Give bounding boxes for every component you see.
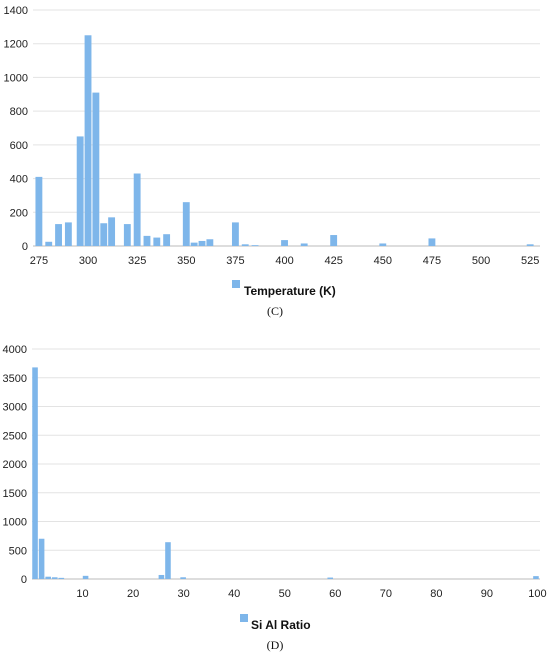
y-axis-ticks: 0 200 400 600 800 1000 1200 1400 [4,5,28,253]
y-tick-label: 4000 [3,344,27,356]
legend-swatch [240,614,248,622]
bars [35,35,534,247]
x-tick-label: 450 [374,255,392,267]
y-tick-label: 0 [22,241,28,253]
y-tick-label: 500 [9,545,27,557]
x-tick-label: 40 [228,588,240,600]
x-tick-label: 20 [127,588,139,600]
bar [123,224,131,246]
bar [428,238,436,246]
bar [64,222,72,246]
legend-swatch [232,280,240,288]
bar [330,235,338,246]
bar [32,367,38,579]
y-tick-label: 1000 [4,72,28,84]
x-tick-label: 30 [178,588,190,600]
x-tick-label: 400 [275,255,293,267]
bar [153,237,161,246]
bar [198,240,206,246]
x-tick-label: 350 [177,255,195,267]
x-tick-label: 100 [528,588,546,600]
legend-label: Si Al Ratio [251,618,311,632]
y-tick-label: 0 [21,574,27,586]
bar [133,173,141,246]
bar [251,245,259,246]
x-tick-label: 475 [423,255,441,267]
y-tick-label: 1000 [3,517,27,529]
bar [108,217,116,246]
bar [163,234,171,246]
x-tick-label: 500 [472,255,490,267]
x-axis-ticks: 10 20 30 40 50 60 70 80 90 100 [76,588,546,600]
bar [100,223,108,246]
x-tick-label: 90 [481,588,493,600]
bar [38,538,45,579]
x-tick-label: 60 [329,588,341,600]
bar [55,224,62,246]
y-tick-label: 3500 [3,373,27,385]
bars [32,367,539,579]
y-tick-label: 200 [10,207,28,219]
bar [84,35,92,247]
bar [165,542,171,579]
grid-lines [32,348,540,580]
bar [526,244,534,246]
bar [180,577,186,579]
y-tick-label: 2500 [3,430,27,442]
y-axis-ticks: 0 500 1000 1500 2000 2500 3000 3500 4000 [3,344,27,586]
bar [35,176,43,246]
x-tick-label: 70 [380,588,392,600]
legend-label: Temperature (K) [244,284,336,298]
x-tick-label: 10 [76,588,88,600]
y-tick-label: 600 [10,140,28,152]
x-tick-label: 300 [79,255,97,267]
grid-lines [33,9,540,247]
x-tick-label: 325 [128,255,146,267]
bar [158,574,165,579]
bar [327,577,334,579]
bar [82,575,89,579]
y-tick-label: 1200 [4,39,28,51]
bar [241,244,249,246]
x-axis-ticks: 275 300 325 350 375 400 425 450 475 500 525 [30,255,540,267]
bar [190,242,198,246]
x-tick-label: 275 [30,255,48,267]
chart-temperature: 0 200 400 600 800 1000 1200 1400 275 300 325 350 37… [4,5,540,318]
bar [92,92,100,246]
x-tick-label: 375 [226,255,244,267]
bar [76,136,84,246]
bar [300,243,308,246]
bar [58,577,65,579]
bar [51,577,58,579]
bar [379,243,387,246]
x-tick-label: 50 [279,588,291,600]
x-tick-label: 425 [324,255,342,267]
chart-si-al-ratio: 0 500 1000 1500 2000 2500 3000 3500 4000 10 20 30 4… [3,344,547,652]
panel-caption: (D) [267,638,284,652]
x-tick-label: 525 [521,255,539,267]
panel-caption: (C) [267,304,283,318]
y-tick-label: 3000 [3,402,27,414]
y-tick-label: 1400 [4,5,28,17]
bar [533,576,539,579]
bar [45,241,53,246]
bar [206,239,214,246]
y-tick-label: 2000 [3,459,27,471]
y-tick-label: 800 [10,106,28,118]
x-tick-label: 80 [430,588,442,600]
y-tick-label: 1500 [3,488,27,500]
bar [231,222,239,246]
bar [143,235,151,246]
bar [45,576,51,579]
bar [281,240,288,246]
bar [182,202,190,246]
y-tick-label: 400 [10,174,28,186]
